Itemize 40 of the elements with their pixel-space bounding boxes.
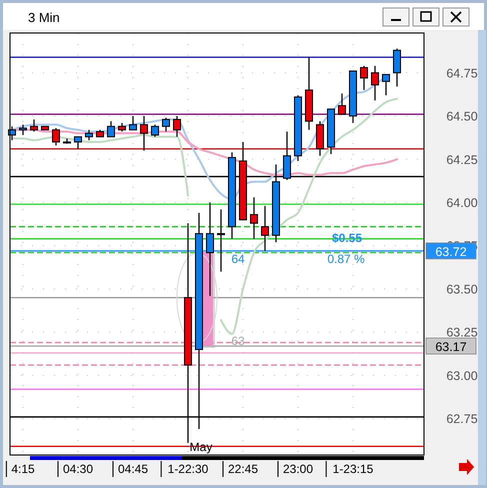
candlestick [129, 115, 137, 130]
candlestick [162, 117, 170, 132]
annotation: 64 [231, 252, 245, 266]
chart-title: 3 Min [28, 10, 60, 25]
x-tick-label: 1-23:15 [332, 462, 374, 476]
x-tick-label: 4:15 [11, 462, 35, 476]
candlestick [206, 202, 214, 296]
candlestick [393, 48, 401, 88]
candlestick [371, 65, 379, 102]
annotation: 0.87 % [327, 252, 366, 266]
y-tick-label: 62.75 [446, 412, 478, 426]
x-tick-label: 04:30 [62, 462, 94, 476]
candlestick [382, 74, 390, 96]
candlestick [30, 118, 38, 132]
annotation: 63 [231, 334, 245, 348]
candlestick [250, 196, 258, 240]
x-tick-label: 1-22:30 [168, 462, 209, 476]
x-tick-label: 04:45 [118, 462, 148, 476]
candlestick [107, 120, 115, 138]
y-tick-label: 63.00 [446, 368, 478, 383]
y-tick-label: 64.00 [446, 196, 478, 210]
candlestick [52, 128, 60, 146]
y-tick-label: 64.25 [446, 152, 478, 167]
candlestick [85, 129, 93, 141]
y-tick-label: 63.25 [446, 326, 478, 340]
text: 63.72 [435, 244, 467, 259]
text: 63.17 [435, 340, 467, 354]
candlestick [338, 92, 346, 115]
candlestick [261, 205, 269, 252]
y-tick-label: 63.50 [446, 282, 478, 296]
candlestick [360, 65, 368, 91]
candlestick [151, 124, 159, 138]
candlestick [217, 208, 225, 272]
candlestick [19, 124, 27, 136]
candlestick [74, 136, 82, 150]
y-tick-label: 64.50 [446, 110, 478, 124]
x-tick-label: 23:00 [282, 462, 314, 476]
x-tick-label: 22:45 [228, 462, 258, 476]
candlestick [173, 115, 181, 138]
y-tick-label: 64.75 [446, 66, 478, 80]
